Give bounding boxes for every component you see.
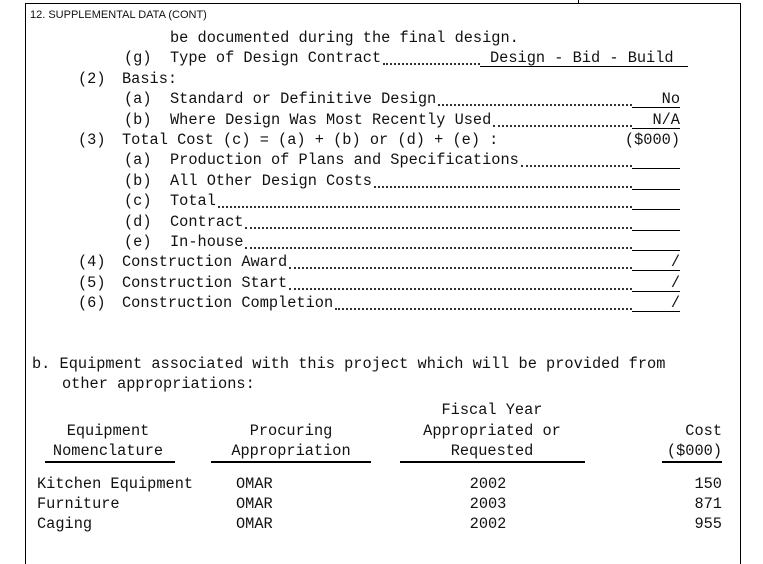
item-value: No — [661, 90, 680, 109]
item-marker: (6) — [78, 294, 106, 313]
column-header: Appropriated or — [423, 421, 561, 440]
table-cell: 2003 — [469, 495, 507, 513]
item-marker: (c) — [124, 192, 152, 211]
dot-leader — [373, 185, 632, 188]
item-label: Type of Design Contract — [170, 49, 382, 68]
item-value: / — [670, 294, 680, 313]
value-underline — [632, 188, 680, 190]
table-cell: Furniture — [37, 495, 120, 513]
value-underline — [632, 168, 680, 170]
item-label: Basis: — [122, 69, 178, 88]
value-underline — [632, 107, 680, 109]
column-header: Nomenclature — [52, 442, 164, 460]
page: 12. SUPPLEMENTAL DATA (CONT) be document… — [25, 0, 741, 564]
item-value: / — [670, 273, 680, 292]
column-header: Procuring — [249, 421, 333, 440]
frame-tick — [578, 0, 579, 4]
item-marker: (2) — [78, 69, 106, 88]
item-marker: (a) — [124, 151, 152, 170]
value-underline — [632, 311, 680, 313]
column-header: Equipment — [66, 421, 150, 440]
table-cell: 871 — [694, 495, 722, 513]
item-label: Construction Completion — [122, 294, 334, 313]
table-cell: 2002 — [469, 475, 507, 493]
value-underline — [632, 229, 680, 231]
value-underline — [632, 250, 680, 251]
unit-label: ($000) — [624, 131, 680, 149]
dot-leader — [438, 104, 632, 107]
item-value: / — [670, 253, 680, 272]
column-header: Cost — [685, 421, 722, 440]
table-cell: 150 — [694, 475, 722, 493]
header-underline — [662, 461, 722, 463]
dot-leader — [335, 308, 632, 311]
item-value: N/A — [652, 110, 680, 129]
item-label: Construction Award — [122, 253, 288, 272]
item-label: Construction Start — [122, 273, 288, 292]
item-label: Total — [170, 192, 216, 211]
item-marker: (4) — [78, 253, 106, 272]
intro-text: other appropriations: — [62, 375, 255, 394]
item-marker: (d) — [124, 212, 152, 231]
column-header: Requested — [450, 442, 534, 460]
table-cell: OMAR — [236, 515, 273, 533]
item-label: All Other Design Costs — [170, 171, 372, 190]
table-cell: Kitchen Equipment — [37, 475, 194, 493]
dot-leader — [383, 63, 480, 66]
item-label: In-house — [170, 233, 244, 251]
section-header: 12. SUPPLEMENTAL DATA (CONT) — [30, 9, 207, 21]
dot-leader — [217, 206, 632, 209]
dot-leader — [289, 287, 632, 290]
column-header: Appropriation — [231, 442, 351, 460]
item-label: Standard or Definitive Design — [170, 90, 437, 109]
dot-leader — [245, 226, 632, 229]
column-header: ($000) — [666, 442, 722, 460]
item-marker: (3) — [78, 131, 106, 149]
item-marker: (g) — [124, 49, 152, 68]
value-underline — [632, 270, 680, 272]
header-underline — [211, 461, 371, 463]
header-underline — [400, 461, 585, 463]
table-cell: OMAR — [236, 495, 273, 513]
item-label: Contract — [170, 212, 244, 231]
dot-leader — [493, 124, 632, 127]
item-label: Where Design Was Most Recently Used — [170, 110, 492, 129]
table-cell: 2002 — [469, 515, 507, 533]
value-underline — [632, 290, 680, 292]
table-cell: 955 — [694, 515, 722, 533]
item-marker: (5) — [78, 273, 106, 292]
item-marker: (e) — [124, 233, 152, 251]
header-underline — [45, 461, 175, 463]
dot-leader — [520, 165, 632, 168]
frame — [25, 3, 741, 564]
dot-leader — [289, 267, 632, 270]
item-marker: (b) — [124, 110, 152, 129]
item-marker: (b) — [124, 171, 152, 190]
value-underline — [480, 66, 688, 68]
item-label: Total Cost (c) = (a) + (b) or (d) + (e) … — [122, 131, 499, 149]
table-cell: Caging — [37, 515, 93, 533]
intro-text: b. Equipment associated with this projec… — [32, 355, 666, 373]
item-label: Production of Plans and Specifications — [170, 151, 519, 170]
value-underline — [632, 209, 680, 211]
continuation: be documented during the final design. — [170, 29, 519, 47]
dot-leader — [245, 247, 632, 249]
table-cell: OMAR — [236, 475, 273, 493]
item-marker: (a) — [124, 90, 152, 109]
item-value: Design - Bid - Build — [490, 49, 674, 68]
value-underline — [632, 127, 680, 129]
column-header: Fiscal Year — [441, 401, 543, 420]
